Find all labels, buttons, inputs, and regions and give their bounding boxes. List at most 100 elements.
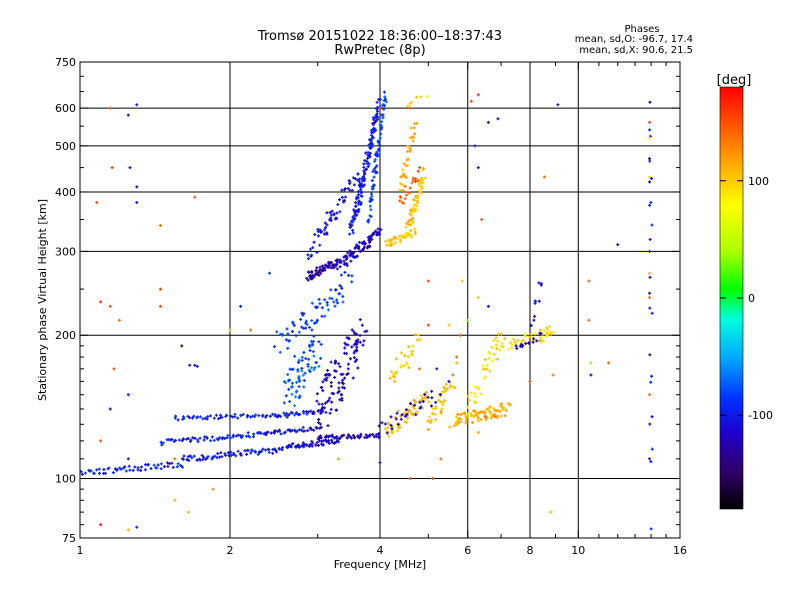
echo-point <box>455 361 459 365</box>
echo-point <box>469 411 473 415</box>
echo-point <box>239 304 243 308</box>
echo-point <box>404 408 408 412</box>
echo-point <box>356 244 360 248</box>
echo-point <box>357 180 361 184</box>
y-tick-label: 75 <box>62 532 76 545</box>
echo-point <box>389 415 393 419</box>
echo-point <box>430 412 434 416</box>
echo-point <box>362 175 366 179</box>
echo-point <box>430 389 434 393</box>
echo-point <box>293 428 297 432</box>
echo-point <box>202 455 206 459</box>
echo-point <box>338 210 342 214</box>
echo-point <box>483 375 487 379</box>
echo-point <box>288 400 292 404</box>
echo-point <box>160 443 164 447</box>
echo-point <box>316 227 320 231</box>
echo-point <box>208 414 212 418</box>
echo-point <box>271 412 275 416</box>
echo-point <box>371 433 375 437</box>
echo-point <box>338 198 342 202</box>
echo-point <box>404 225 408 229</box>
echo-point <box>99 439 103 443</box>
echo-point <box>340 188 344 192</box>
echo-point <box>406 232 410 236</box>
echo-point <box>300 355 304 359</box>
echo-point <box>473 394 477 398</box>
echo-point <box>414 179 418 183</box>
echo-point <box>308 325 312 329</box>
echo-point <box>410 181 414 185</box>
echo-point <box>315 273 319 277</box>
echo-point <box>186 455 190 459</box>
echo-point <box>107 466 111 470</box>
echo-point <box>377 435 381 439</box>
echo-point <box>409 229 413 233</box>
echo-point <box>415 121 419 125</box>
echo-point <box>234 434 238 438</box>
echo-point <box>587 318 591 322</box>
echo-point <box>488 410 492 414</box>
echo-point <box>198 415 202 419</box>
echo-point <box>508 403 512 407</box>
echo-point <box>158 224 162 228</box>
echo-point <box>248 435 252 439</box>
echo-point <box>329 384 333 388</box>
echo-point <box>382 107 386 111</box>
y-tick-label: 100 <box>55 473 76 486</box>
echo-point <box>286 346 290 350</box>
echo-point <box>401 183 405 187</box>
echo-point <box>315 426 319 430</box>
echo-point <box>356 193 360 197</box>
echo-point <box>648 306 652 310</box>
echo-point <box>320 385 324 389</box>
echo-point <box>423 392 427 396</box>
echo-point <box>146 462 150 466</box>
echo-point <box>293 404 297 408</box>
echo-point <box>373 166 377 170</box>
echo-point <box>616 243 620 247</box>
echo-point <box>414 413 418 417</box>
x-tick-label: 16 <box>673 544 687 557</box>
echo-point <box>418 337 422 341</box>
echo-point <box>649 527 653 531</box>
echo-point <box>191 436 195 440</box>
echo-point <box>285 415 289 419</box>
echo-point <box>377 424 381 428</box>
echo-point <box>273 429 277 433</box>
echo-point <box>330 261 334 265</box>
echo-point <box>339 261 343 265</box>
echo-point <box>409 234 413 238</box>
echo-point <box>315 305 319 309</box>
echo-point <box>313 321 317 325</box>
echo-point <box>193 436 197 440</box>
echo-point <box>355 342 359 346</box>
echo-point <box>466 405 470 409</box>
echo-point <box>454 422 458 426</box>
echo-point <box>309 409 313 413</box>
echo-point <box>486 304 490 308</box>
echo-point <box>465 415 469 419</box>
echo-point <box>267 448 271 452</box>
echo-point <box>99 523 103 527</box>
echo-point <box>322 266 326 270</box>
echo-point <box>434 400 438 404</box>
echo-point <box>492 352 496 356</box>
echo-point <box>95 468 99 472</box>
echo-point <box>219 451 223 455</box>
echo-point <box>516 338 520 342</box>
echo-point <box>413 132 417 136</box>
x-tick-label: 10 <box>571 544 585 557</box>
echo-point <box>409 218 413 222</box>
echo-point <box>403 197 407 201</box>
echo-point <box>328 396 332 400</box>
echo-point <box>367 162 371 166</box>
echo-point <box>394 241 398 245</box>
echo-point <box>415 208 419 212</box>
echo-point <box>495 347 499 351</box>
echo-point <box>347 337 351 341</box>
echo-point <box>226 433 230 437</box>
echo-point <box>476 166 480 170</box>
echo-point <box>353 217 357 221</box>
echo-point <box>373 159 377 163</box>
